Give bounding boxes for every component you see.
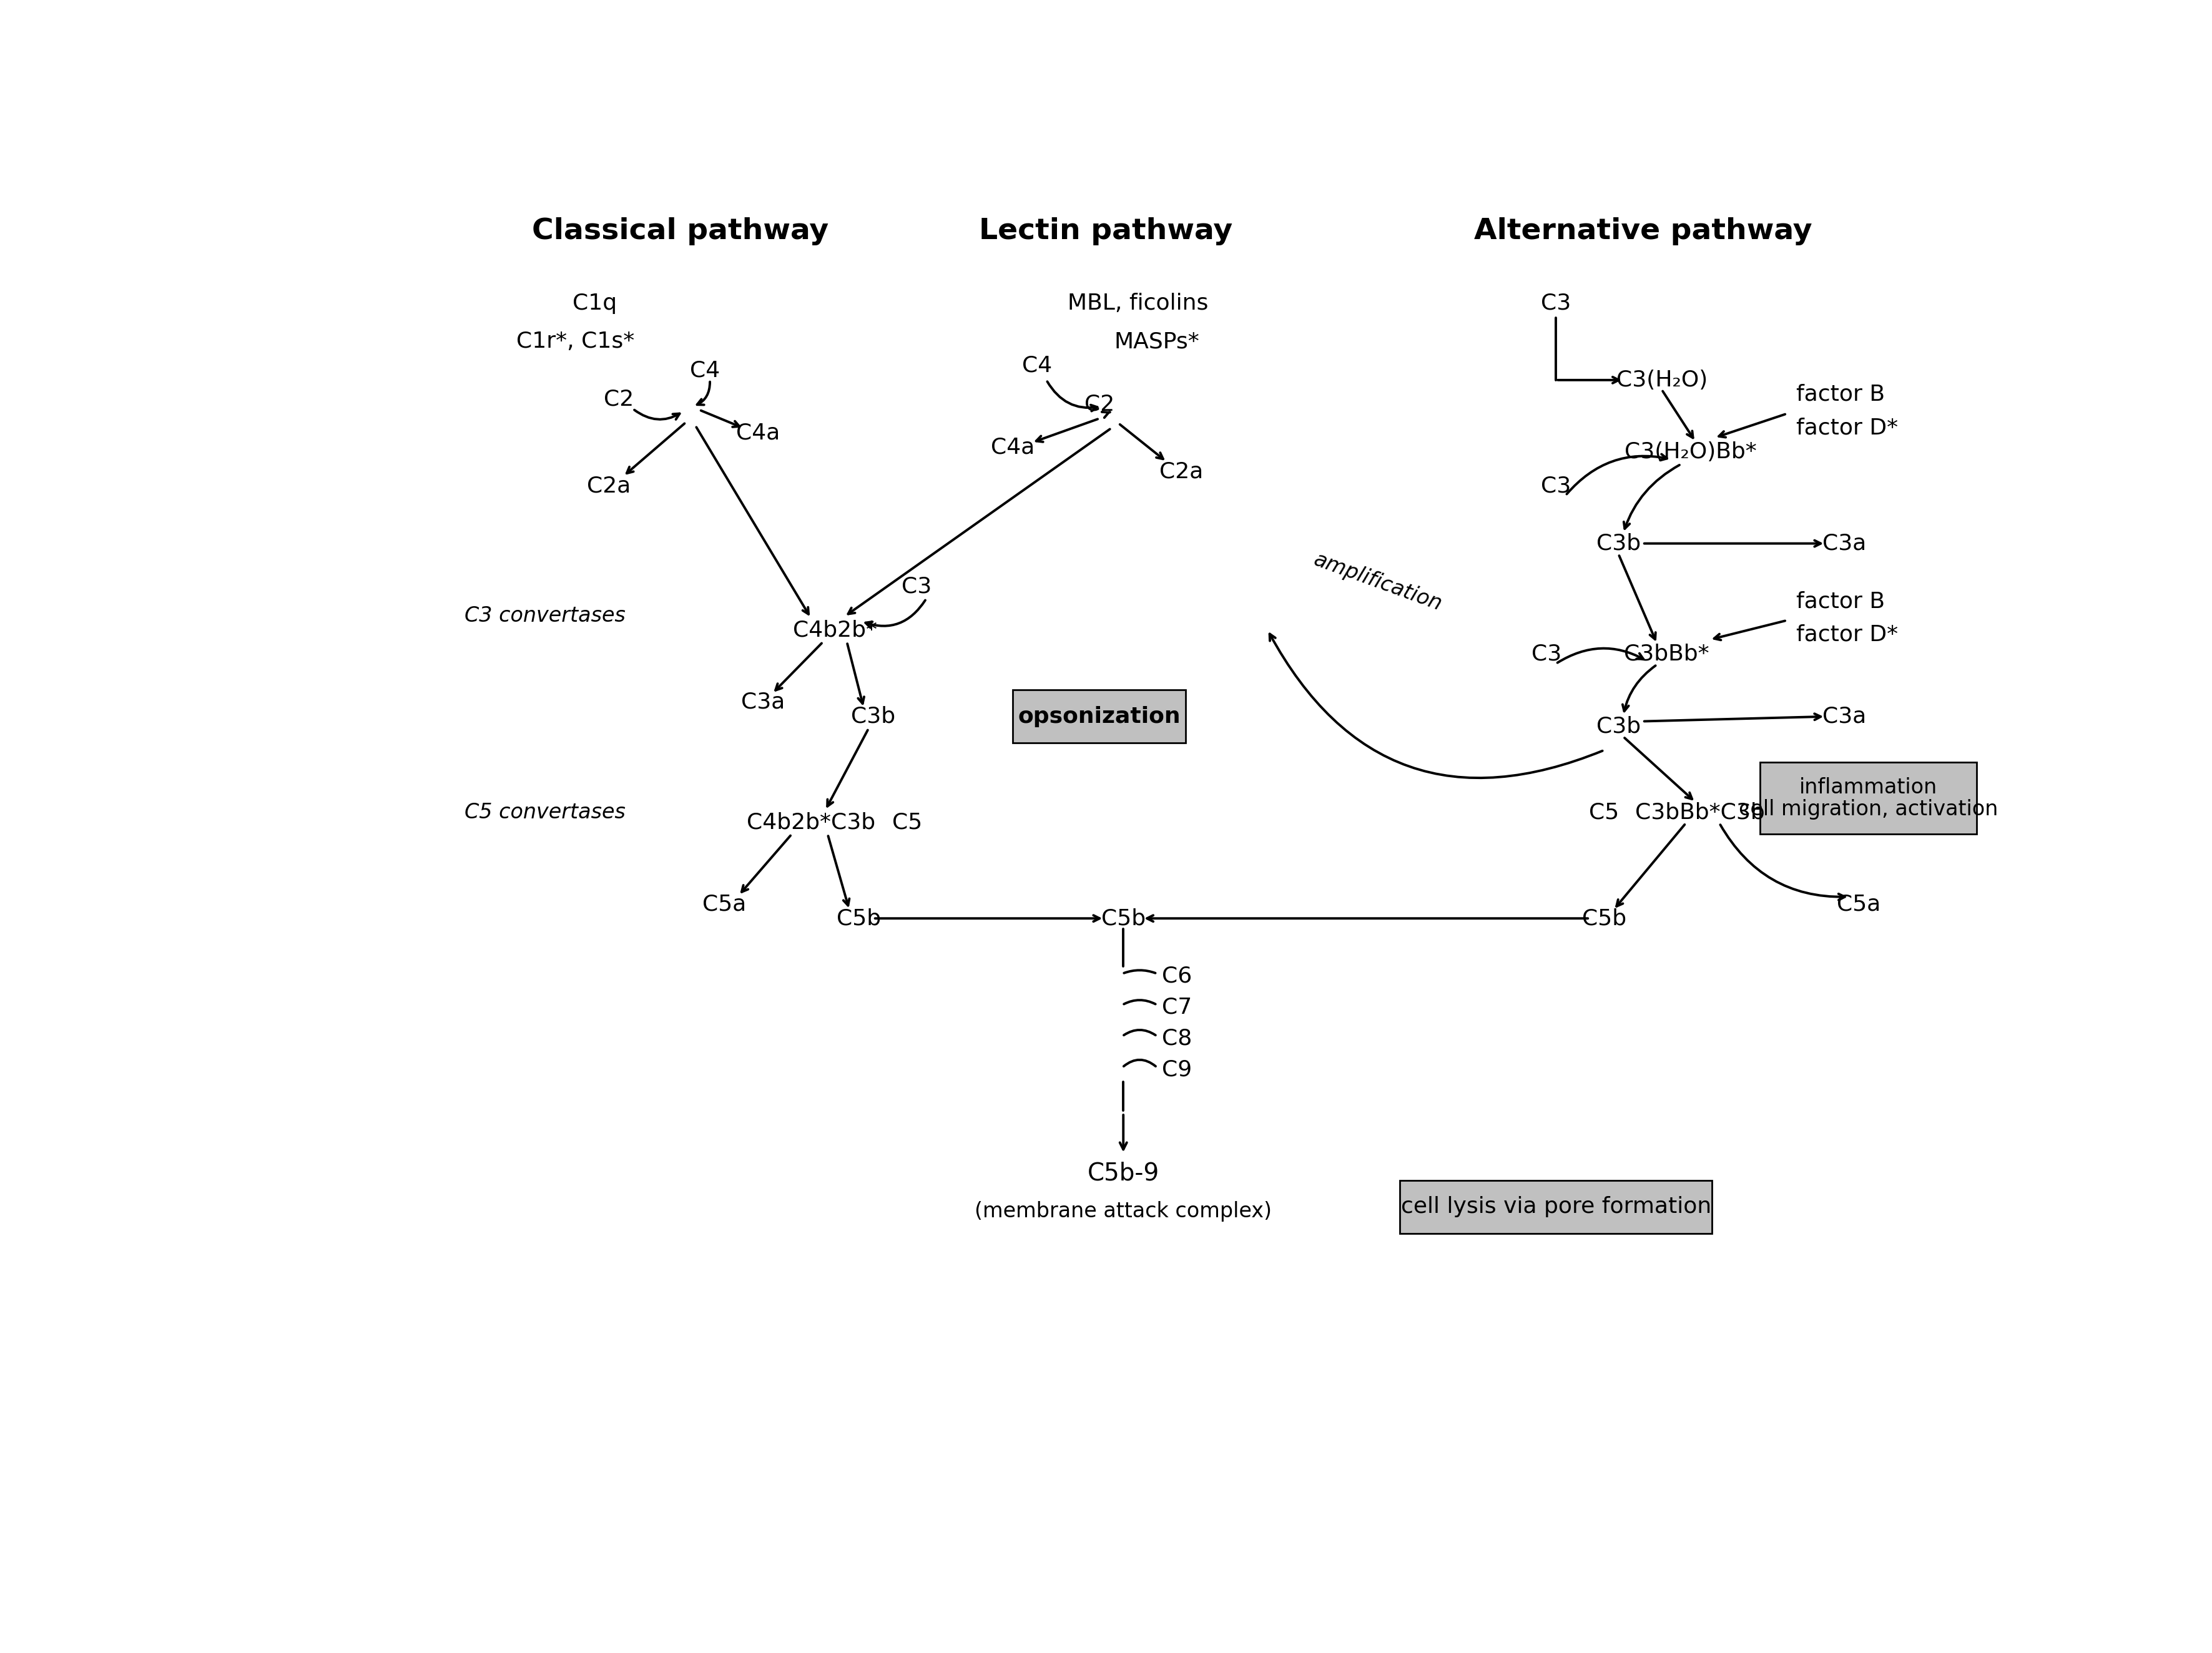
Text: C3(H₂O): C3(H₂O) — [1617, 369, 1708, 390]
Text: C5: C5 — [1588, 802, 1619, 823]
Text: C3(H₂O)Bb*: C3(H₂O)Bb* — [1624, 441, 1756, 463]
Text: Alternative pathway: Alternative pathway — [1473, 217, 1812, 245]
Text: C3a: C3a — [741, 691, 785, 712]
Text: Lectin pathway: Lectin pathway — [980, 217, 1232, 245]
Text: C2: C2 — [1084, 393, 1115, 415]
Text: C2: C2 — [604, 388, 633, 410]
Text: amplification: amplification — [1312, 549, 1444, 615]
Text: C4: C4 — [690, 360, 721, 382]
Text: C5b: C5b — [1582, 907, 1626, 929]
FancyBboxPatch shape — [1761, 762, 1978, 835]
FancyBboxPatch shape — [1013, 689, 1186, 742]
Text: C4a: C4a — [991, 436, 1035, 458]
Text: factor D*: factor D* — [1796, 418, 1898, 438]
Text: Classical pathway: Classical pathway — [533, 217, 830, 245]
Text: C1q: C1q — [573, 293, 617, 314]
Text: C3: C3 — [902, 577, 931, 597]
Text: C3b: C3b — [1597, 716, 1641, 737]
Text: C3: C3 — [1531, 643, 1562, 665]
Text: C4a: C4a — [737, 422, 781, 443]
Text: C5b: C5b — [1102, 907, 1146, 929]
Text: inflammation: inflammation — [1798, 777, 1938, 798]
Text: cell migration, activation: cell migration, activation — [1739, 798, 1997, 820]
Text: C5a: C5a — [1836, 893, 1880, 914]
Text: C3bBb*: C3bBb* — [1624, 643, 1710, 665]
Text: C4: C4 — [1022, 355, 1053, 377]
Text: C3a: C3a — [1823, 706, 1867, 727]
FancyBboxPatch shape — [1400, 1180, 1712, 1233]
Text: C8: C8 — [1161, 1028, 1192, 1050]
Text: C2a: C2a — [586, 474, 630, 496]
Text: C5: C5 — [891, 812, 922, 833]
Text: (membrane attack complex): (membrane attack complex) — [975, 1202, 1272, 1222]
Text: MBL, ficolins: MBL, ficolins — [1068, 293, 1208, 314]
Text: factor B: factor B — [1796, 383, 1885, 405]
Text: C6: C6 — [1161, 965, 1192, 987]
Text: C1r*, C1s*: C1r*, C1s* — [515, 331, 635, 352]
Text: factor B: factor B — [1796, 590, 1885, 612]
Text: C3: C3 — [1542, 293, 1571, 314]
Text: C5a: C5a — [703, 893, 745, 914]
Text: C5b: C5b — [836, 907, 880, 929]
Text: C3a: C3a — [1823, 532, 1867, 554]
Text: C5b-9: C5b-9 — [1088, 1162, 1159, 1185]
Text: C4b2b*C3b: C4b2b*C3b — [745, 812, 876, 833]
Text: opsonization: opsonization — [1018, 706, 1181, 727]
Text: C2a: C2a — [1159, 461, 1203, 483]
Text: C3 convertases: C3 convertases — [465, 605, 626, 626]
Text: C5 convertases: C5 convertases — [465, 802, 626, 823]
Text: C3bBb*C3b: C3bBb*C3b — [1635, 802, 1765, 823]
Text: C9: C9 — [1161, 1060, 1192, 1081]
Text: C3: C3 — [1542, 474, 1571, 496]
Text: cell lysis via pore formation: cell lysis via pore formation — [1400, 1197, 1712, 1217]
Text: C3b: C3b — [852, 706, 896, 727]
Text: C7: C7 — [1161, 997, 1192, 1018]
Text: C4b2b*: C4b2b* — [792, 620, 876, 641]
Text: factor D*: factor D* — [1796, 625, 1898, 645]
Text: C3b: C3b — [1597, 532, 1641, 554]
Text: MASPs*: MASPs* — [1115, 331, 1199, 352]
